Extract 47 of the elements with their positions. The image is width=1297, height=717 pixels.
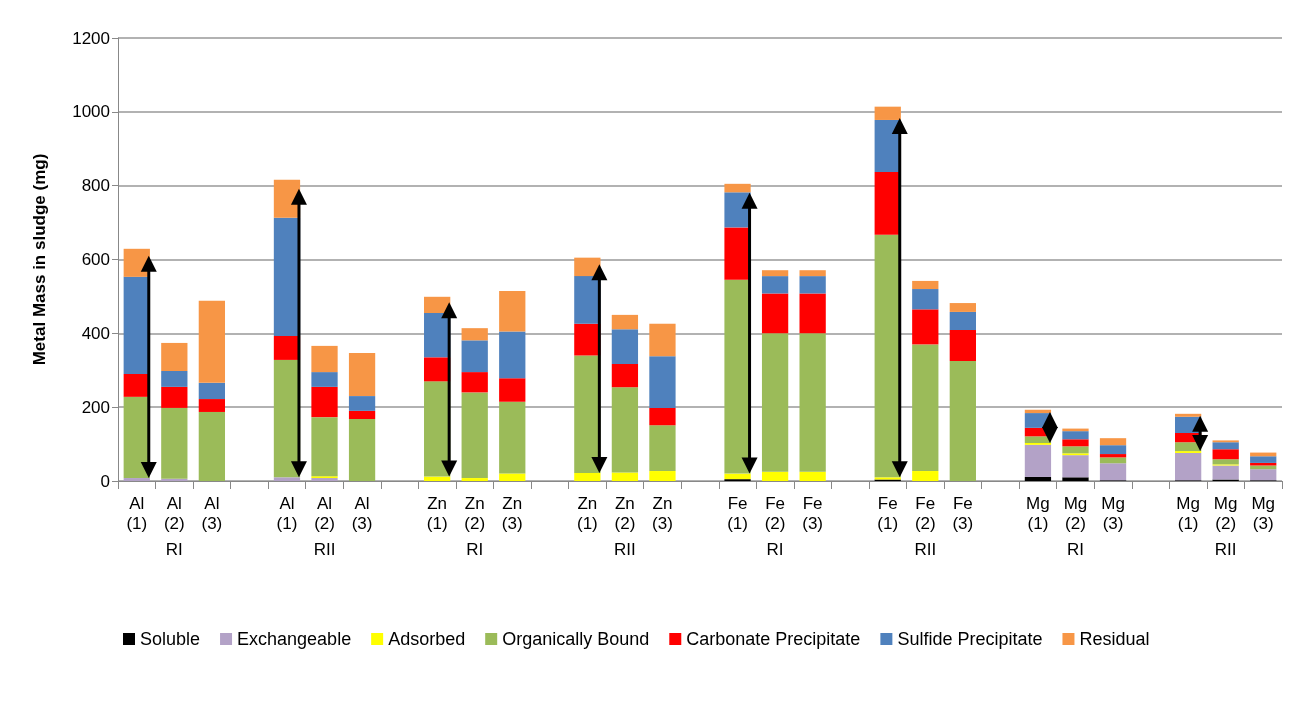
x-tick-label: Fe (2) bbox=[914, 493, 936, 533]
text: RI bbox=[766, 540, 784, 559]
legend-label: Carbonate Precipitate bbox=[686, 629, 861, 649]
x-tick-label: Mg (3) bbox=[1101, 493, 1125, 533]
x-tick-label: Mg (2) bbox=[1213, 493, 1238, 533]
x-tick-label: Zn (2) bbox=[464, 493, 486, 533]
x-tick-label: Fe (3) bbox=[802, 493, 824, 533]
y-tick-label: 600 bbox=[81, 250, 110, 269]
x-tick-label: Mg (1) bbox=[1176, 493, 1200, 533]
text: RII bbox=[614, 540, 636, 559]
legend-label: Organically Bound bbox=[502, 629, 650, 649]
x-tick-label: Al (3) bbox=[201, 493, 223, 533]
text: RII bbox=[914, 540, 937, 559]
legend-label: Adsorbed bbox=[388, 629, 466, 649]
x-tick-label: Zn (3) bbox=[501, 493, 523, 533]
x-tick-label: Mg (2) bbox=[1063, 493, 1088, 533]
x-tick-label: Al (2) bbox=[163, 493, 185, 533]
y-axis-title: Metal Mass in sludge (mg) bbox=[30, 153, 49, 366]
x-tick-label: Fe (2) bbox=[764, 493, 786, 533]
x-tick-label: Al (2) bbox=[314, 493, 335, 533]
legend-label: Residual bbox=[1079, 629, 1150, 649]
x-tick-label: Mg (1) bbox=[1026, 493, 1050, 533]
text: RI bbox=[466, 540, 484, 559]
y-tick-label: 400 bbox=[81, 323, 110, 343]
text: RII bbox=[1214, 540, 1237, 559]
x-tick-label: Fe (1) bbox=[877, 493, 899, 533]
x-tick-label: Al (1) bbox=[126, 493, 148, 533]
x-tick-label: Zn (2) bbox=[614, 493, 636, 533]
x-tick-label: Fe (3) bbox=[952, 493, 974, 533]
text: RII bbox=[313, 540, 336, 559]
y-tick-label: 0 bbox=[100, 471, 110, 491]
y-tick-label: 200 bbox=[81, 397, 110, 417]
x-tick-label: Zn (3) bbox=[652, 493, 673, 533]
x-tick-label: Mg (3) bbox=[1251, 493, 1276, 533]
x-tick-label: Al (3) bbox=[351, 493, 373, 533]
legend-label: Soluble bbox=[140, 629, 201, 649]
y-tick-label: 1200 bbox=[72, 28, 110, 48]
x-tick-label: Zn (1) bbox=[576, 493, 598, 533]
y-tick-label: 1000 bbox=[72, 102, 110, 122]
x-tick-label: Al (1) bbox=[276, 493, 298, 533]
legend-label: Exchangeable bbox=[237, 629, 352, 649]
text: RI bbox=[1066, 540, 1084, 559]
y-tick-label: 800 bbox=[81, 176, 110, 196]
x-tick-label: Fe (1) bbox=[727, 493, 748, 533]
legend-label: Sulfide Precipitate bbox=[897, 629, 1043, 649]
text: RI bbox=[165, 540, 183, 559]
x-tick-label: Zn (1) bbox=[426, 493, 448, 533]
